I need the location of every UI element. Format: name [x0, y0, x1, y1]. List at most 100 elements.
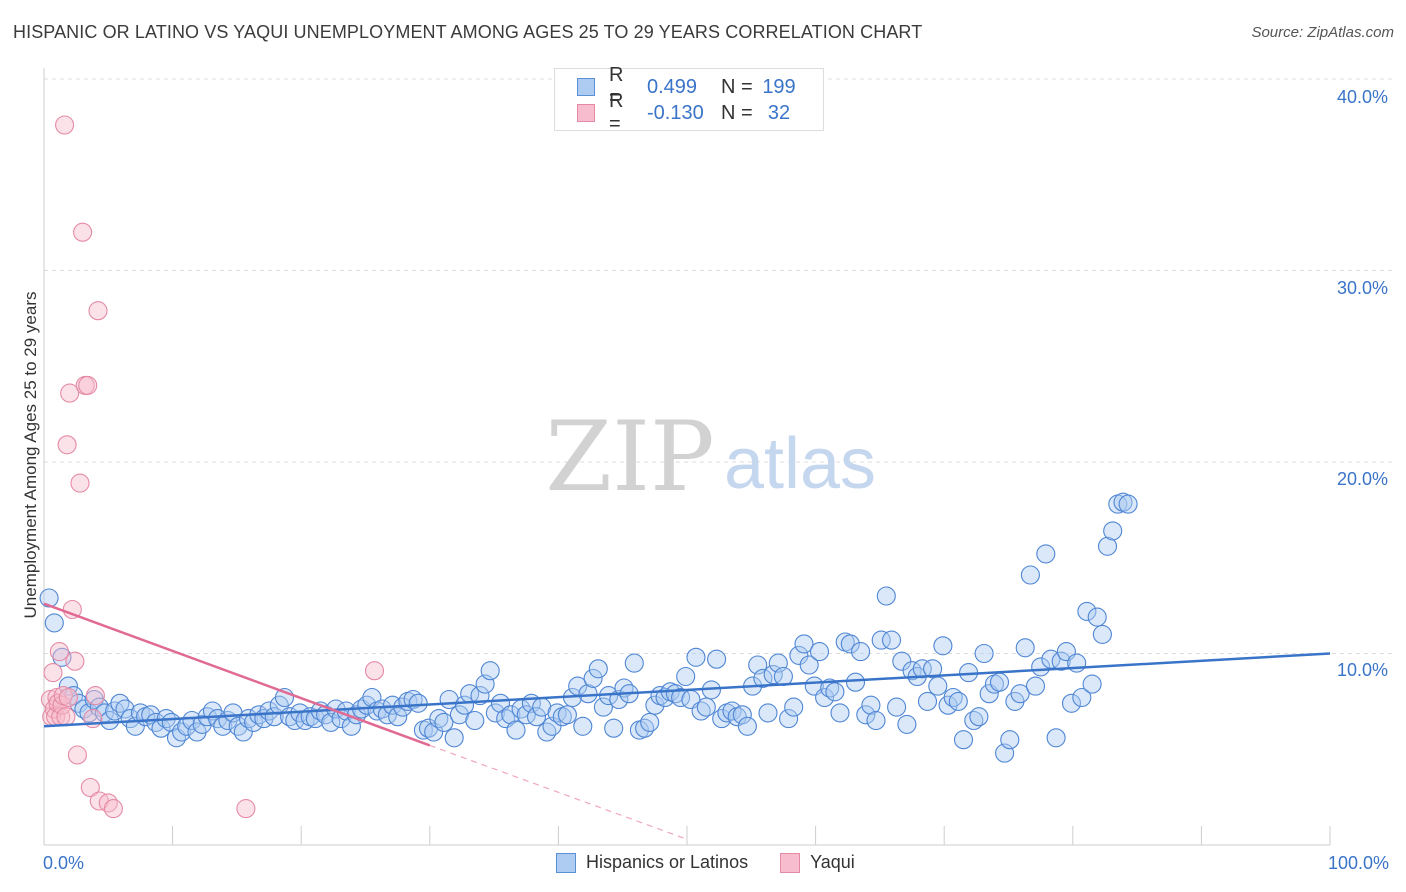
point-hispanics — [1082, 674, 1102, 694]
point-yaqui — [58, 687, 78, 708]
point-hispanics — [501, 705, 521, 725]
point-hispanics — [115, 699, 135, 719]
point-hispanics — [645, 695, 665, 715]
point-yaqui — [52, 695, 72, 715]
point-hispanics — [182, 710, 202, 731]
point-hispanics — [1061, 693, 1082, 713]
legend-swatch-pink — [780, 852, 801, 873]
point-hispanics — [69, 693, 89, 713]
point-hispanics — [465, 710, 485, 731]
point-yaqui — [65, 651, 85, 671]
point-hispanics — [969, 707, 989, 727]
legend-row-hispanics: R = 0.499 N = 199 — [577, 64, 799, 109]
point-hispanics — [44, 613, 64, 633]
point-hispanics — [578, 684, 598, 704]
point-hispanics — [943, 687, 963, 708]
point-hispanics — [799, 655, 819, 675]
point-hispanics — [588, 659, 608, 679]
point-hispanics — [557, 705, 577, 725]
trend-lines — [43, 602, 1331, 840]
point-hispanics — [1031, 657, 1051, 677]
point-yaqui — [73, 222, 93, 242]
point-hispanics — [372, 699, 392, 719]
y-tick-10: 10.0% — [1337, 660, 1389, 680]
point-hispanics — [1046, 728, 1066, 748]
point-hispanics — [1025, 676, 1046, 696]
point-yaqui — [103, 799, 123, 819]
point-yaqui — [85, 686, 105, 706]
point-yaqui — [88, 301, 108, 321]
point-hispanics — [408, 693, 428, 713]
point-hispanics — [1036, 544, 1056, 564]
point-hispanics — [58, 676, 78, 696]
point-hispanics — [573, 716, 593, 736]
r-label: R = — [609, 90, 624, 135]
point-hispanics — [758, 703, 778, 723]
point-hispanics — [691, 701, 711, 721]
point-hispanics — [110, 693, 130, 713]
source-label: Source: ZipAtlas.com — [1251, 24, 1394, 41]
point-hispanics — [1087, 607, 1107, 627]
point-hispanics — [825, 682, 845, 702]
point-hispanics — [871, 630, 891, 650]
point-hispanics — [1020, 565, 1040, 585]
point-hispanics — [876, 586, 896, 606]
point-hispanics — [897, 714, 917, 734]
point-hispanics — [526, 707, 547, 727]
point-hispanics — [676, 666, 696, 687]
point-hispanics — [861, 695, 881, 715]
point-hispanics — [434, 712, 454, 732]
point-hispanics — [388, 707, 408, 727]
correlation-legend: R = 0.499 N = 199 R = -0.130 N = 32 — [554, 64, 824, 135]
point-hispanics — [655, 687, 675, 708]
point-hispanics — [840, 634, 860, 654]
point-yaqui — [364, 661, 385, 681]
legend-row-yaqui: R = -0.130 N = 32 — [577, 90, 799, 135]
point-hispanics — [866, 710, 886, 731]
point-hispanics — [794, 634, 814, 654]
y-tick-20: 20.0% — [1337, 469, 1389, 489]
point-hispanics — [881, 630, 902, 650]
point-hispanics — [933, 636, 953, 656]
point-hispanics — [537, 722, 557, 742]
y-tick-40: 40.0% — [1337, 87, 1389, 107]
point-hispanics — [809, 642, 830, 662]
point-hispanics — [1097, 536, 1118, 556]
point-yaqui — [236, 799, 256, 819]
legend-label: Yaqui — [810, 852, 855, 872]
point-hispanics — [974, 643, 994, 664]
point-hispanics — [851, 642, 871, 662]
point-hispanics — [146, 712, 166, 732]
point-hispanics — [228, 716, 248, 736]
point-hispanics — [892, 651, 912, 671]
legend-item-yaqui[interactable]: Yaqui — [780, 852, 855, 873]
point-yaqui — [55, 115, 75, 135]
point-hispanics — [1000, 730, 1020, 750]
point-hispanics — [707, 649, 727, 669]
point-yaqui — [57, 435, 77, 455]
point-hispanics — [624, 653, 644, 673]
point-hispanics — [454, 695, 475, 715]
gridlines — [44, 78, 1392, 654]
point-hispanics — [1010, 684, 1030, 704]
point-hispanics — [1118, 494, 1138, 514]
point-hispanics — [953, 730, 974, 750]
point-hispanics — [444, 728, 464, 748]
r-value: -0.130 — [647, 101, 704, 124]
trend-line-yaqui-extension — [429, 744, 688, 840]
point-hispanics — [917, 691, 938, 711]
point-hispanics — [1051, 651, 1071, 671]
legend-swatch-blue — [556, 852, 576, 873]
point-hispanics — [593, 697, 613, 717]
point-hispanics — [39, 588, 59, 608]
series-legend: Hispanics or Latinos Yaqui — [556, 852, 887, 873]
watermark-atlas: atlas — [724, 424, 876, 504]
point-yaqui — [60, 383, 80, 403]
point-hispanics — [887, 697, 907, 717]
point-yaqui — [49, 642, 69, 662]
point-hispanics — [583, 668, 603, 688]
point-hispanics — [429, 709, 449, 729]
legend-label: Hispanics or Latinos — [586, 852, 749, 872]
legend-item-hispanics[interactable]: Hispanics or Latinos — [556, 852, 748, 873]
n-value: 199 — [762, 75, 796, 98]
